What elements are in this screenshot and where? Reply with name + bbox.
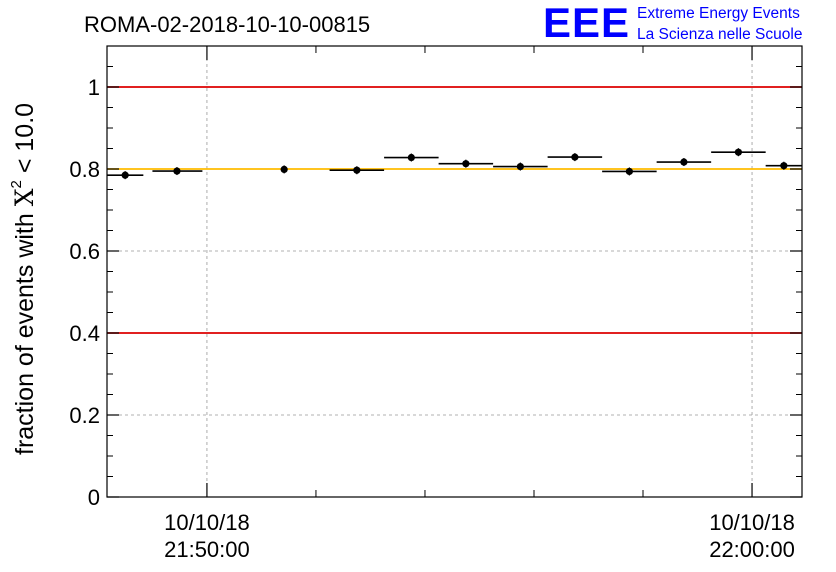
axis-ticks (107, 46, 802, 498)
data-series (107, 148, 802, 180)
y-tick-label: 0.6 (69, 239, 100, 264)
x-tick-time-label: 21:50:00 (164, 537, 250, 562)
y-axis-label-symbol: X (10, 188, 39, 206)
y-tick-labels: 0 0.2 0.4 0.6 0.8 1 (69, 75, 100, 510)
y-axis-label-superscript: 2 (8, 180, 25, 188)
chart-title: ROMA-02-2018-10-10-00815 (84, 12, 370, 37)
data-point-marker (173, 167, 181, 175)
y-tick-label: 0 (88, 485, 100, 510)
data-point-marker (625, 167, 633, 176)
data-point-marker (571, 153, 579, 161)
data-point-marker (280, 165, 288, 174)
data-point-marker (516, 162, 524, 171)
y-tick-label: 0.2 (69, 403, 100, 428)
y-tick-label: 0.4 (69, 321, 100, 346)
data-point-marker (734, 148, 743, 156)
x-tick-date-label: 10/10/18 (164, 510, 250, 535)
x-tick-date-label: 10/10/18 (709, 510, 795, 535)
data-point-marker (353, 166, 361, 174)
data-point-marker (780, 162, 788, 170)
y-tick-label: 1 (88, 75, 100, 100)
x-tick-time-label: 22:00:00 (709, 537, 795, 562)
grid-lines (107, 46, 802, 497)
data-point-marker (121, 171, 129, 179)
reference-lines (107, 86, 802, 334)
logo-letters: EEE (543, 0, 630, 46)
plot-frame (106, 45, 803, 498)
data-point-marker (680, 158, 688, 166)
y-axis-label-prefix: fraction of events with (11, 206, 39, 455)
y-tick-label: 0.8 (69, 157, 100, 182)
data-point-marker (407, 153, 415, 162)
eee-logo: EEE EEE Extreme Energy Events La Scienza… (542, 0, 803, 47)
logo-line-2: La Scienza nelle Scuole (637, 26, 802, 43)
y-axis-label: fraction of events with X2 < 10.0 (8, 103, 39, 455)
data-point-marker (462, 160, 470, 168)
y-axis-label-suffix: < 10.0 (11, 103, 39, 180)
logo-line-1: Extreme Energy Events (637, 5, 800, 22)
